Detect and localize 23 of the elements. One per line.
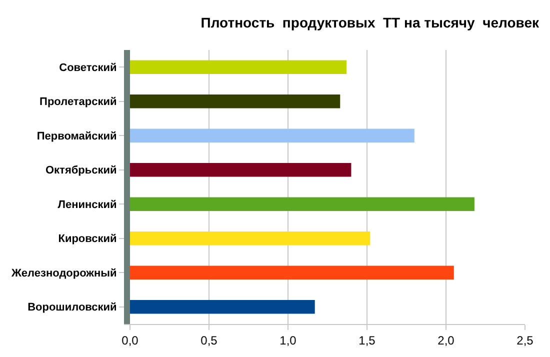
- bar: [130, 300, 315, 314]
- x-tick-label: 2,5: [516, 333, 534, 348]
- y-tick-label: Ленинский: [58, 198, 117, 211]
- bar: [130, 232, 370, 246]
- bar: [130, 163, 352, 177]
- y-tick-label: Ворошиловский: [28, 302, 117, 314]
- y-tick-label: Железнодорожный: [10, 267, 117, 280]
- bar: [130, 60, 346, 74]
- bar: [130, 94, 340, 108]
- bar: [130, 128, 414, 142]
- x-tick-label: 0,5: [200, 333, 218, 348]
- y-tick-label: Октябрьский: [46, 164, 117, 177]
- y-tick-label: Советский: [59, 62, 117, 74]
- x-tick-label: 1,0: [280, 333, 297, 348]
- y-tick-label: Кировский: [58, 233, 117, 246]
- x-tick-label: 0,0: [122, 333, 139, 348]
- bar: [130, 266, 454, 280]
- x-tick-label: 2,0: [438, 333, 455, 348]
- bar: [130, 197, 474, 211]
- y-tick-label: Первомайский: [36, 130, 117, 142]
- chart-title: Плотность продуктовых ТТ на тысячу человек: [200, 14, 540, 31]
- y-tick-label: Пролетарский: [40, 96, 117, 108]
- x-tick-label: 1,5: [358, 333, 376, 348]
